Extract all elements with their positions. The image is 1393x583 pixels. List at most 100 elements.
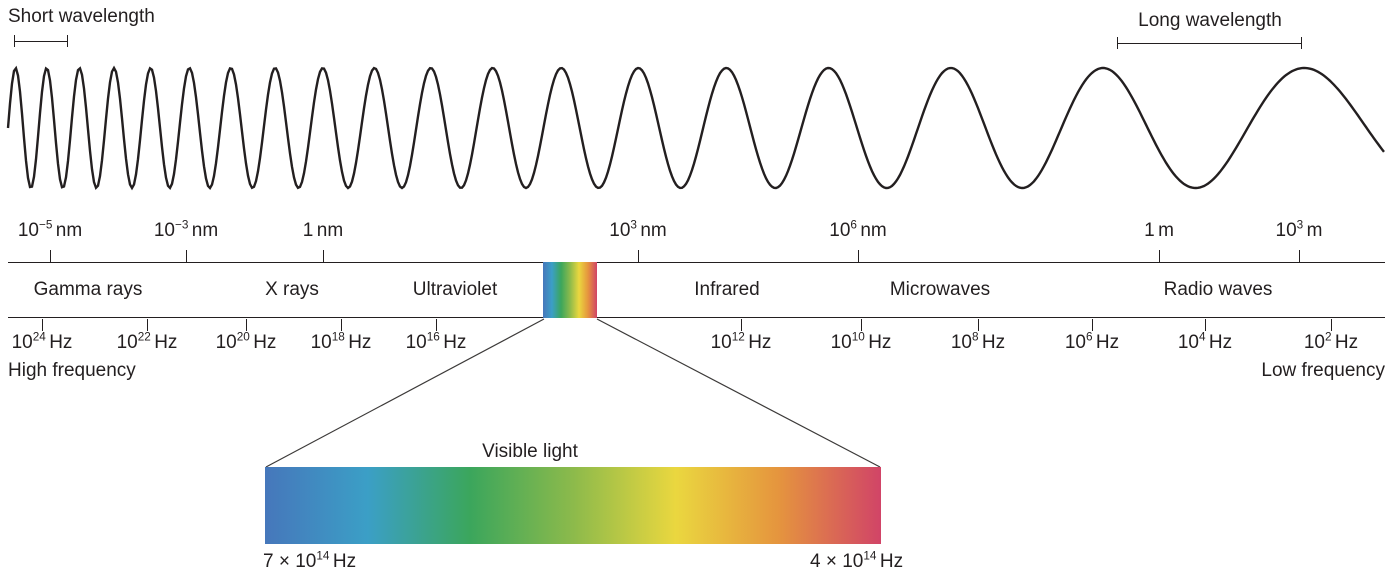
- wavelength-exp: −5: [38, 218, 53, 232]
- visible-left-frequency: 7 × 1014 Hz: [263, 549, 357, 573]
- frequency-base: 10: [405, 332, 427, 353]
- wavelength-unit: nm: [316, 220, 344, 241]
- frequency-base: 10: [950, 332, 972, 353]
- wavelength-tick: [1299, 250, 1300, 262]
- frequency-tick: [341, 319, 342, 331]
- visible-left-exp: 14: [316, 549, 330, 563]
- frequency-exp: 20: [236, 330, 250, 344]
- high-frequency-label: High frequency: [8, 360, 136, 381]
- wavelength-exp: 3: [1296, 218, 1304, 232]
- frequency-label: 108 Hz: [950, 330, 1006, 354]
- wavelength-exp: 6: [850, 218, 857, 232]
- frequency-tick: [1205, 319, 1206, 331]
- frequency-base: 10: [1064, 332, 1086, 353]
- region-gamma-rays: Gamma rays: [33, 279, 143, 300]
- frequency-tick: [1092, 319, 1093, 331]
- region-x-rays: X rays: [265, 279, 319, 300]
- wavelength-base: 10: [829, 220, 851, 241]
- frequency-unit: Hz: [868, 332, 892, 353]
- frequency-exp: 12: [731, 330, 745, 344]
- frequency-label: 1020 Hz: [215, 330, 277, 354]
- frequency-unit: Hz: [443, 332, 467, 353]
- region-ultraviolet: Ultraviolet: [412, 279, 498, 300]
- frequency-label: 1012 Hz: [710, 330, 772, 354]
- frequency-label: 1024 Hz: [11, 330, 73, 354]
- wavelength-tick: [323, 250, 324, 262]
- wavelength-tick: [638, 250, 639, 262]
- wavelength-tick: [50, 250, 51, 262]
- frequency-exp: 18: [331, 330, 345, 344]
- frequency-unit: Hz: [981, 332, 1006, 353]
- region-infrared: Infrared: [694, 279, 760, 300]
- frequency-unit: Hz: [253, 332, 277, 353]
- wave-svg: [6, 65, 1385, 191]
- wavelength-label: 103 m: [1275, 218, 1323, 242]
- visible-left-unit: Hz: [332, 551, 357, 572]
- spectrum-band: [8, 262, 1385, 318]
- frequency-tick: [978, 319, 979, 331]
- wavelength-base: 10: [1275, 220, 1297, 241]
- region-microwaves: Microwaves: [889, 279, 991, 300]
- frequency-tick: [436, 319, 437, 331]
- frequency-exp: 4: [1198, 330, 1206, 344]
- visible-light-strip: [543, 262, 597, 318]
- wavelength-base: 1: [302, 220, 314, 241]
- frequency-tick: [1331, 319, 1332, 331]
- frequency-tick: [246, 319, 247, 331]
- frequency-unit: Hz: [1334, 332, 1359, 353]
- frequency-unit: Hz: [1208, 332, 1233, 353]
- frequency-base: 10: [710, 332, 732, 353]
- frequency-exp: 22: [137, 330, 151, 344]
- wavelength-label: 106 nm: [829, 218, 887, 242]
- visible-right-frequency: 4 × 1014 Hz: [810, 549, 903, 573]
- frequency-exp: 24: [32, 330, 46, 344]
- wavelength-label: 1 nm: [303, 220, 343, 242]
- wavelength-unit: nm: [640, 220, 667, 241]
- wavelength-unit: nm: [191, 220, 219, 241]
- wavelength-unit: m: [1158, 220, 1174, 241]
- wavelength-tick: [1159, 250, 1160, 262]
- wavelength-exp: 3: [630, 218, 637, 232]
- frequency-base: 10: [1177, 332, 1199, 353]
- frequency-unit: Hz: [154, 332, 178, 353]
- short-wavelength-bracket: [14, 35, 68, 47]
- wavelength-unit: m: [1306, 220, 1323, 241]
- frequency-label: 102 Hz: [1304, 330, 1359, 354]
- frequency-base: 10: [116, 332, 138, 353]
- frequency-tick: [861, 319, 862, 331]
- frequency-label: 1022 Hz: [116, 330, 178, 354]
- frequency-label: 106 Hz: [1064, 330, 1120, 354]
- frequency-exp: 16: [426, 330, 440, 344]
- wavelength-wave: [6, 65, 1385, 191]
- frequency-label: 1018 Hz: [311, 330, 372, 354]
- frequency-exp: 6: [1085, 330, 1093, 344]
- wavelength-tick: [858, 250, 859, 262]
- frequency-exp: 10: [851, 330, 865, 344]
- region-radio-waves: Radio waves: [1163, 279, 1273, 300]
- visible-light-label: Visible light: [482, 441, 578, 462]
- visible-right-prefix: 4 × 10: [810, 551, 864, 572]
- wavelength-label: 10−3 nm: [154, 219, 219, 242]
- frequency-exp: 2: [1324, 330, 1332, 344]
- wavelength-tick: [186, 250, 187, 262]
- frequency-tick: [741, 319, 742, 331]
- frequency-base: 10: [830, 332, 852, 353]
- frequency-base: 10: [215, 332, 237, 353]
- wavelength-label: 10−5 nm: [18, 218, 82, 242]
- frequency-unit: Hz: [1095, 332, 1120, 353]
- frequency-label: 1010 Hz: [830, 330, 892, 354]
- visible-left-prefix: 7 × 10: [263, 551, 317, 572]
- low-frequency-label: Low frequency: [1261, 360, 1385, 381]
- frequency-label: 1016 Hz: [405, 330, 467, 354]
- frequency-unit: Hz: [748, 332, 772, 353]
- frequency-base: 10: [11, 332, 33, 353]
- short-wavelength-label: Short wavelength: [8, 6, 155, 27]
- visible-right-exp: 14: [863, 549, 877, 563]
- frequency-exp: 8: [971, 330, 979, 344]
- frequency-tick: [147, 319, 148, 331]
- wavelength-unit: nm: [860, 220, 887, 241]
- frequency-unit: Hz: [49, 332, 73, 353]
- frequency-tick: [42, 319, 43, 331]
